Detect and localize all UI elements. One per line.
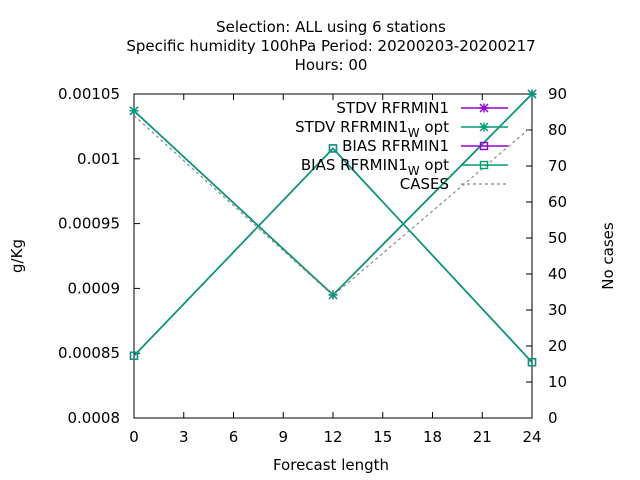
series-line — [133, 147, 533, 363]
data-point — [527, 358, 537, 367]
legend-label: STDV RFRMIN1 — [336, 99, 449, 117]
y-axis-right: 0 10 20 30 40 50 60 70 80 90 — [526, 85, 567, 427]
y-tick-label: 0.0009 — [68, 279, 121, 297]
data-point — [129, 351, 139, 360]
x-tick-label: 6 — [229, 428, 239, 446]
y2-tick-label: 40 — [548, 265, 567, 283]
legend-item: STDV RFRMIN1W opt — [295, 118, 508, 140]
y-tick-label: 0.00085 — [58, 344, 120, 362]
y2-tick-label: 30 — [548, 301, 567, 319]
y-tick-label: 0.00095 — [58, 215, 120, 233]
series-bias-rfrmin1-w-opt — [129, 144, 537, 367]
series-line — [133, 115, 533, 297]
data-point — [479, 103, 489, 113]
x-axis-label: Forecast length — [273, 456, 389, 474]
y2-tick-label: 80 — [548, 121, 567, 139]
legend-item: STDV RFRMIN1 — [336, 99, 508, 117]
y2-tick-label: 10 — [548, 373, 567, 391]
series-bias-rfrmin1 — [129, 144, 537, 367]
x-tick-label: 21 — [473, 428, 492, 446]
y2-axis-label: No cases — [599, 222, 617, 290]
legend-label: BIAS RFRMIN1W opt — [301, 156, 449, 178]
y2-tick-label: 70 — [548, 157, 567, 175]
title-line: Specific humidity 100hPa Period: 2020020… — [126, 37, 535, 55]
y-axis-label: g/Kg — [8, 239, 26, 273]
y-tick-label: 0.001 — [77, 150, 120, 168]
series-cases — [133, 115, 533, 297]
data-point — [479, 160, 489, 170]
legend-label: CASES — [400, 175, 449, 193]
data-point — [328, 144, 338, 153]
title-line: Selection: ALL using 6 stations — [216, 18, 446, 36]
x-axis: 0 3 6 9 12 15 18 21 24 — [129, 94, 542, 446]
y2-tick-label: 90 — [548, 85, 567, 103]
legend-item: BIAS RFRMIN1W opt — [301, 156, 508, 178]
series-stdv-rfrmin1-w-opt — [129, 89, 537, 300]
x-tick-label: 12 — [323, 428, 342, 446]
y2-tick-label: 60 — [548, 193, 567, 211]
data-point — [129, 106, 139, 116]
x-tick-label: 15 — [373, 428, 392, 446]
legend-label: STDV RFRMIN1W opt — [295, 118, 449, 140]
data-point — [328, 290, 338, 300]
legend-item: BIAS RFRMIN1 — [342, 137, 508, 155]
y-axis-left: 0.0008 0.00085 0.0009 0.00095 0.001 0.00105 — [58, 85, 140, 427]
x-tick-label: 3 — [179, 428, 189, 446]
series-line — [133, 147, 533, 363]
chart-title: Selection: ALL using 6 stationsSpecific … — [126, 18, 535, 74]
y2-tick-label: 50 — [548, 229, 567, 247]
legend-item: CASES — [400, 175, 508, 193]
data-point — [527, 89, 537, 99]
plot-frame — [133, 93, 533, 419]
x-tick-label: 18 — [423, 428, 442, 446]
y2-tick-label: 20 — [548, 337, 567, 355]
y-tick-label: 0.0008 — [68, 409, 121, 427]
data-point — [479, 122, 489, 132]
y-tick-label: 0.00105 — [58, 85, 120, 103]
legend-label: BIAS RFRMIN1 — [342, 137, 449, 155]
data-point — [479, 141, 489, 151]
x-tick-label: 0 — [129, 428, 139, 446]
x-tick-label: 9 — [278, 428, 288, 446]
y2-tick-label: 0 — [548, 409, 558, 427]
series-layer — [129, 89, 537, 367]
title-line: Hours: 00 — [295, 56, 368, 74]
x-tick-label: 24 — [522, 428, 541, 446]
